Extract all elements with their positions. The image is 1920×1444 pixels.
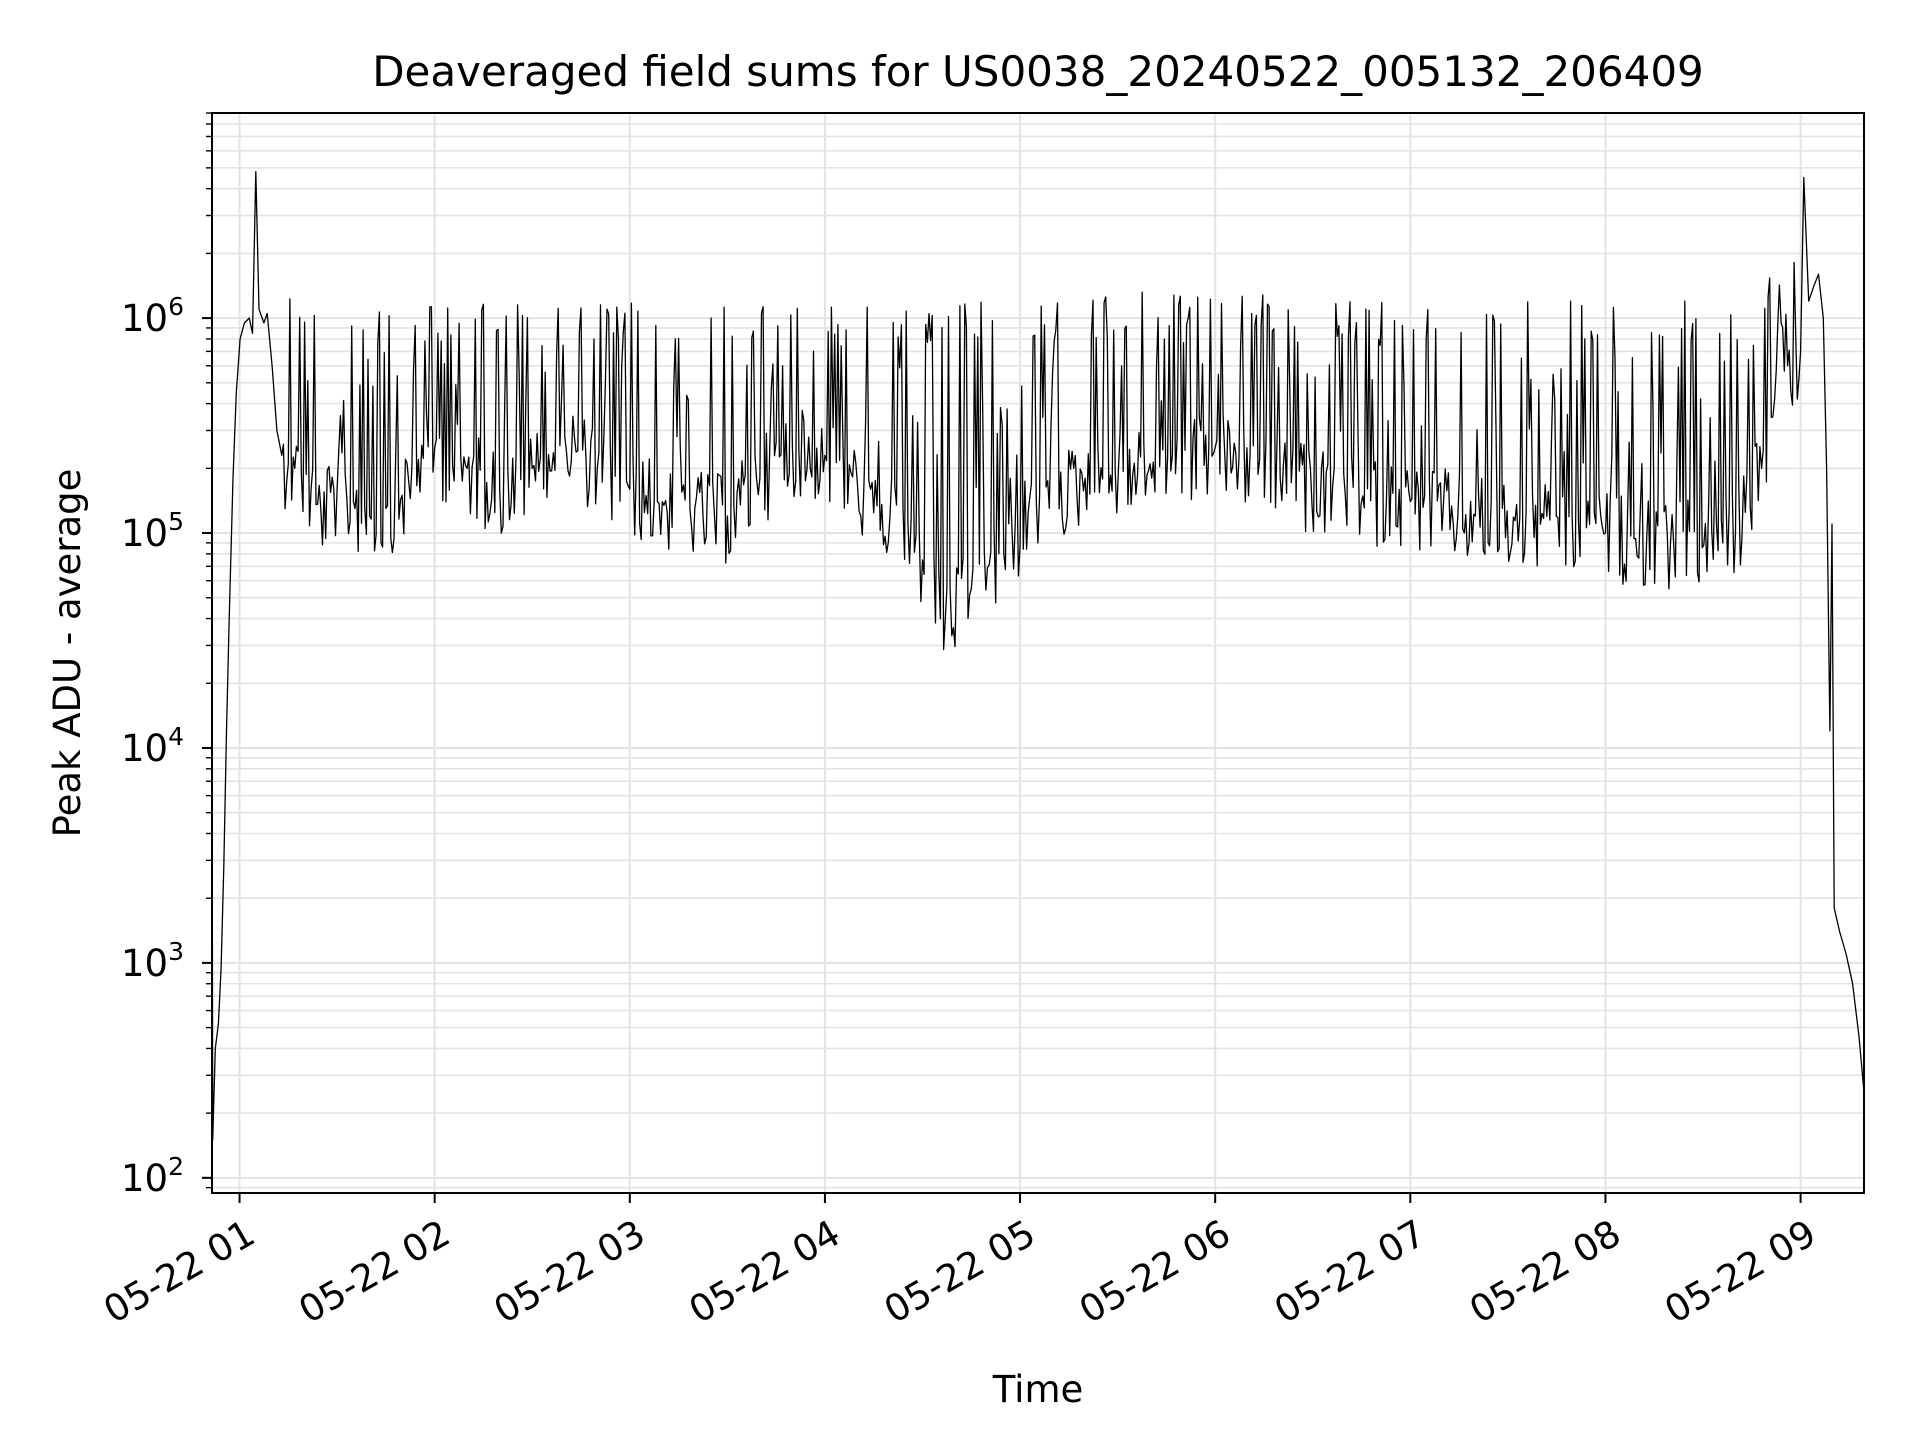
y-tick-label: 106: [121, 292, 184, 340]
y-axis-label: Peak ADU - average: [46, 469, 89, 838]
y-tick-label: 105: [121, 507, 184, 555]
y-tick-label: 104: [121, 722, 184, 770]
y-tick-label: 102: [121, 1152, 184, 1200]
series-layer: [211, 171, 1865, 1141]
series-line: [211, 171, 1865, 1141]
x-axis-label: Time: [992, 1368, 1084, 1411]
grid: [212, 112, 1864, 1193]
plot-area-frame: [211, 112, 1865, 1194]
y-axis: 102 103 104 105 106: [121, 112, 212, 1200]
y-tick-label: 103: [121, 937, 184, 985]
chart-title: Deaveraged field sums for US0038_2024052…: [372, 47, 1704, 96]
